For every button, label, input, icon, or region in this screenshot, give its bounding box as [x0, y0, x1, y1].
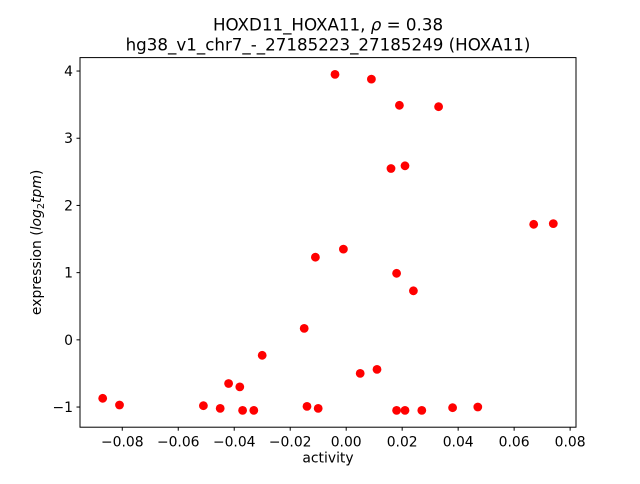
data-point: [224, 379, 234, 388]
data-point: [367, 74, 376, 84]
data-point: [330, 70, 340, 79]
data-point: [409, 286, 418, 296]
data-point: [257, 350, 267, 360]
chart-title: HOXD11_HOXA11, ρ = 0.38: [213, 15, 443, 36]
data-point: [355, 369, 365, 378]
data-point: [386, 164, 396, 173]
x-tick-label: −0.02: [269, 435, 312, 451]
data-point: [302, 402, 312, 411]
data-point: [98, 393, 108, 403]
data-point: [392, 406, 401, 415]
data-point: [395, 100, 404, 110]
x-tick-label: −0.06: [157, 435, 200, 451]
data-point: [392, 268, 401, 278]
x-tick-label: −0.04: [213, 435, 256, 451]
data-point: [115, 400, 124, 410]
y-tick-label: 4: [64, 64, 73, 80]
data-point: [473, 402, 483, 412]
x-tick-label: 0.00: [331, 435, 362, 451]
chart-subtitle: hg38_v1_chr7_-_27185223_27185249 (HOXA11…: [126, 34, 531, 55]
x-axis-label: activity: [302, 451, 353, 467]
data-point: [235, 382, 245, 392]
x-tick-label: 0.06: [499, 435, 530, 451]
data-point: [238, 406, 248, 415]
y-axis-label: expression (log2tpm): [29, 170, 47, 315]
data-point: [417, 406, 427, 415]
data-point: [529, 219, 539, 229]
data-point: [400, 406, 410, 415]
x-tick-label: −0.08: [101, 435, 144, 451]
data-point: [548, 219, 558, 229]
x-tick-label: 0.08: [555, 435, 586, 451]
data-point: [299, 324, 309, 333]
data-point: [215, 404, 225, 413]
y-tick-label: 2: [64, 198, 73, 214]
y-tick-label: 1: [64, 266, 73, 282]
data-point: [313, 404, 323, 413]
data-point: [339, 244, 348, 254]
data-point: [199, 401, 208, 411]
plot-area: [79, 57, 577, 428]
data-point: [448, 403, 457, 413]
data-point: [311, 252, 320, 262]
data-point: [434, 102, 443, 112]
x-tick-label: 0.02: [387, 435, 418, 451]
y-tick-label: 3: [64, 131, 73, 147]
y-tick-label: 0: [64, 333, 73, 349]
data-point: [400, 161, 410, 171]
y-tick-label: −1: [53, 400, 73, 416]
data-point: [372, 365, 382, 374]
x-tick-label: 0.04: [443, 435, 474, 451]
data-point: [249, 406, 259, 415]
